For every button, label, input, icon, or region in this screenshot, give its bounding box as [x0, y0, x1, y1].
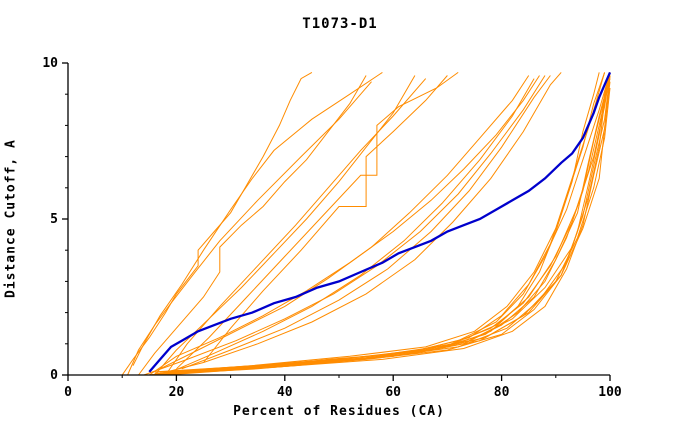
x-tick-label: 60 — [385, 385, 401, 400]
model-line — [149, 72, 611, 376]
model-line — [127, 81, 372, 376]
model-line — [165, 72, 611, 376]
y-tick-label: 10 — [42, 56, 58, 71]
x-tick-label: 80 — [494, 385, 510, 400]
x-tick-label: 40 — [277, 385, 293, 400]
model-line — [121, 71, 313, 376]
model-line — [203, 75, 448, 363]
x-axis-label: Percent of Residues (CA) — [233, 404, 445, 419]
model-line — [170, 78, 611, 373]
model-line — [154, 72, 562, 376]
y-tick-label: 0 — [50, 368, 58, 383]
model-line — [154, 75, 416, 376]
x-tick-label: 100 — [598, 385, 622, 400]
model-line — [159, 75, 530, 370]
model-line — [138, 75, 367, 376]
x-tick-label: 20 — [169, 385, 185, 400]
highlighted-model-line — [148, 71, 612, 373]
model-line — [149, 75, 611, 376]
y-tick-label: 5 — [50, 212, 58, 227]
model-line — [181, 87, 611, 373]
chart-title: T1073-D1 — [302, 16, 378, 32]
model-line — [160, 75, 611, 373]
model-line — [154, 81, 611, 374]
model-line — [187, 75, 611, 371]
model-line — [154, 72, 611, 374]
model-line — [170, 78, 535, 373]
x-tick-label: 0 — [64, 385, 72, 400]
model-line — [176, 71, 459, 370]
model-line — [165, 78, 427, 376]
model-line — [132, 71, 383, 366]
